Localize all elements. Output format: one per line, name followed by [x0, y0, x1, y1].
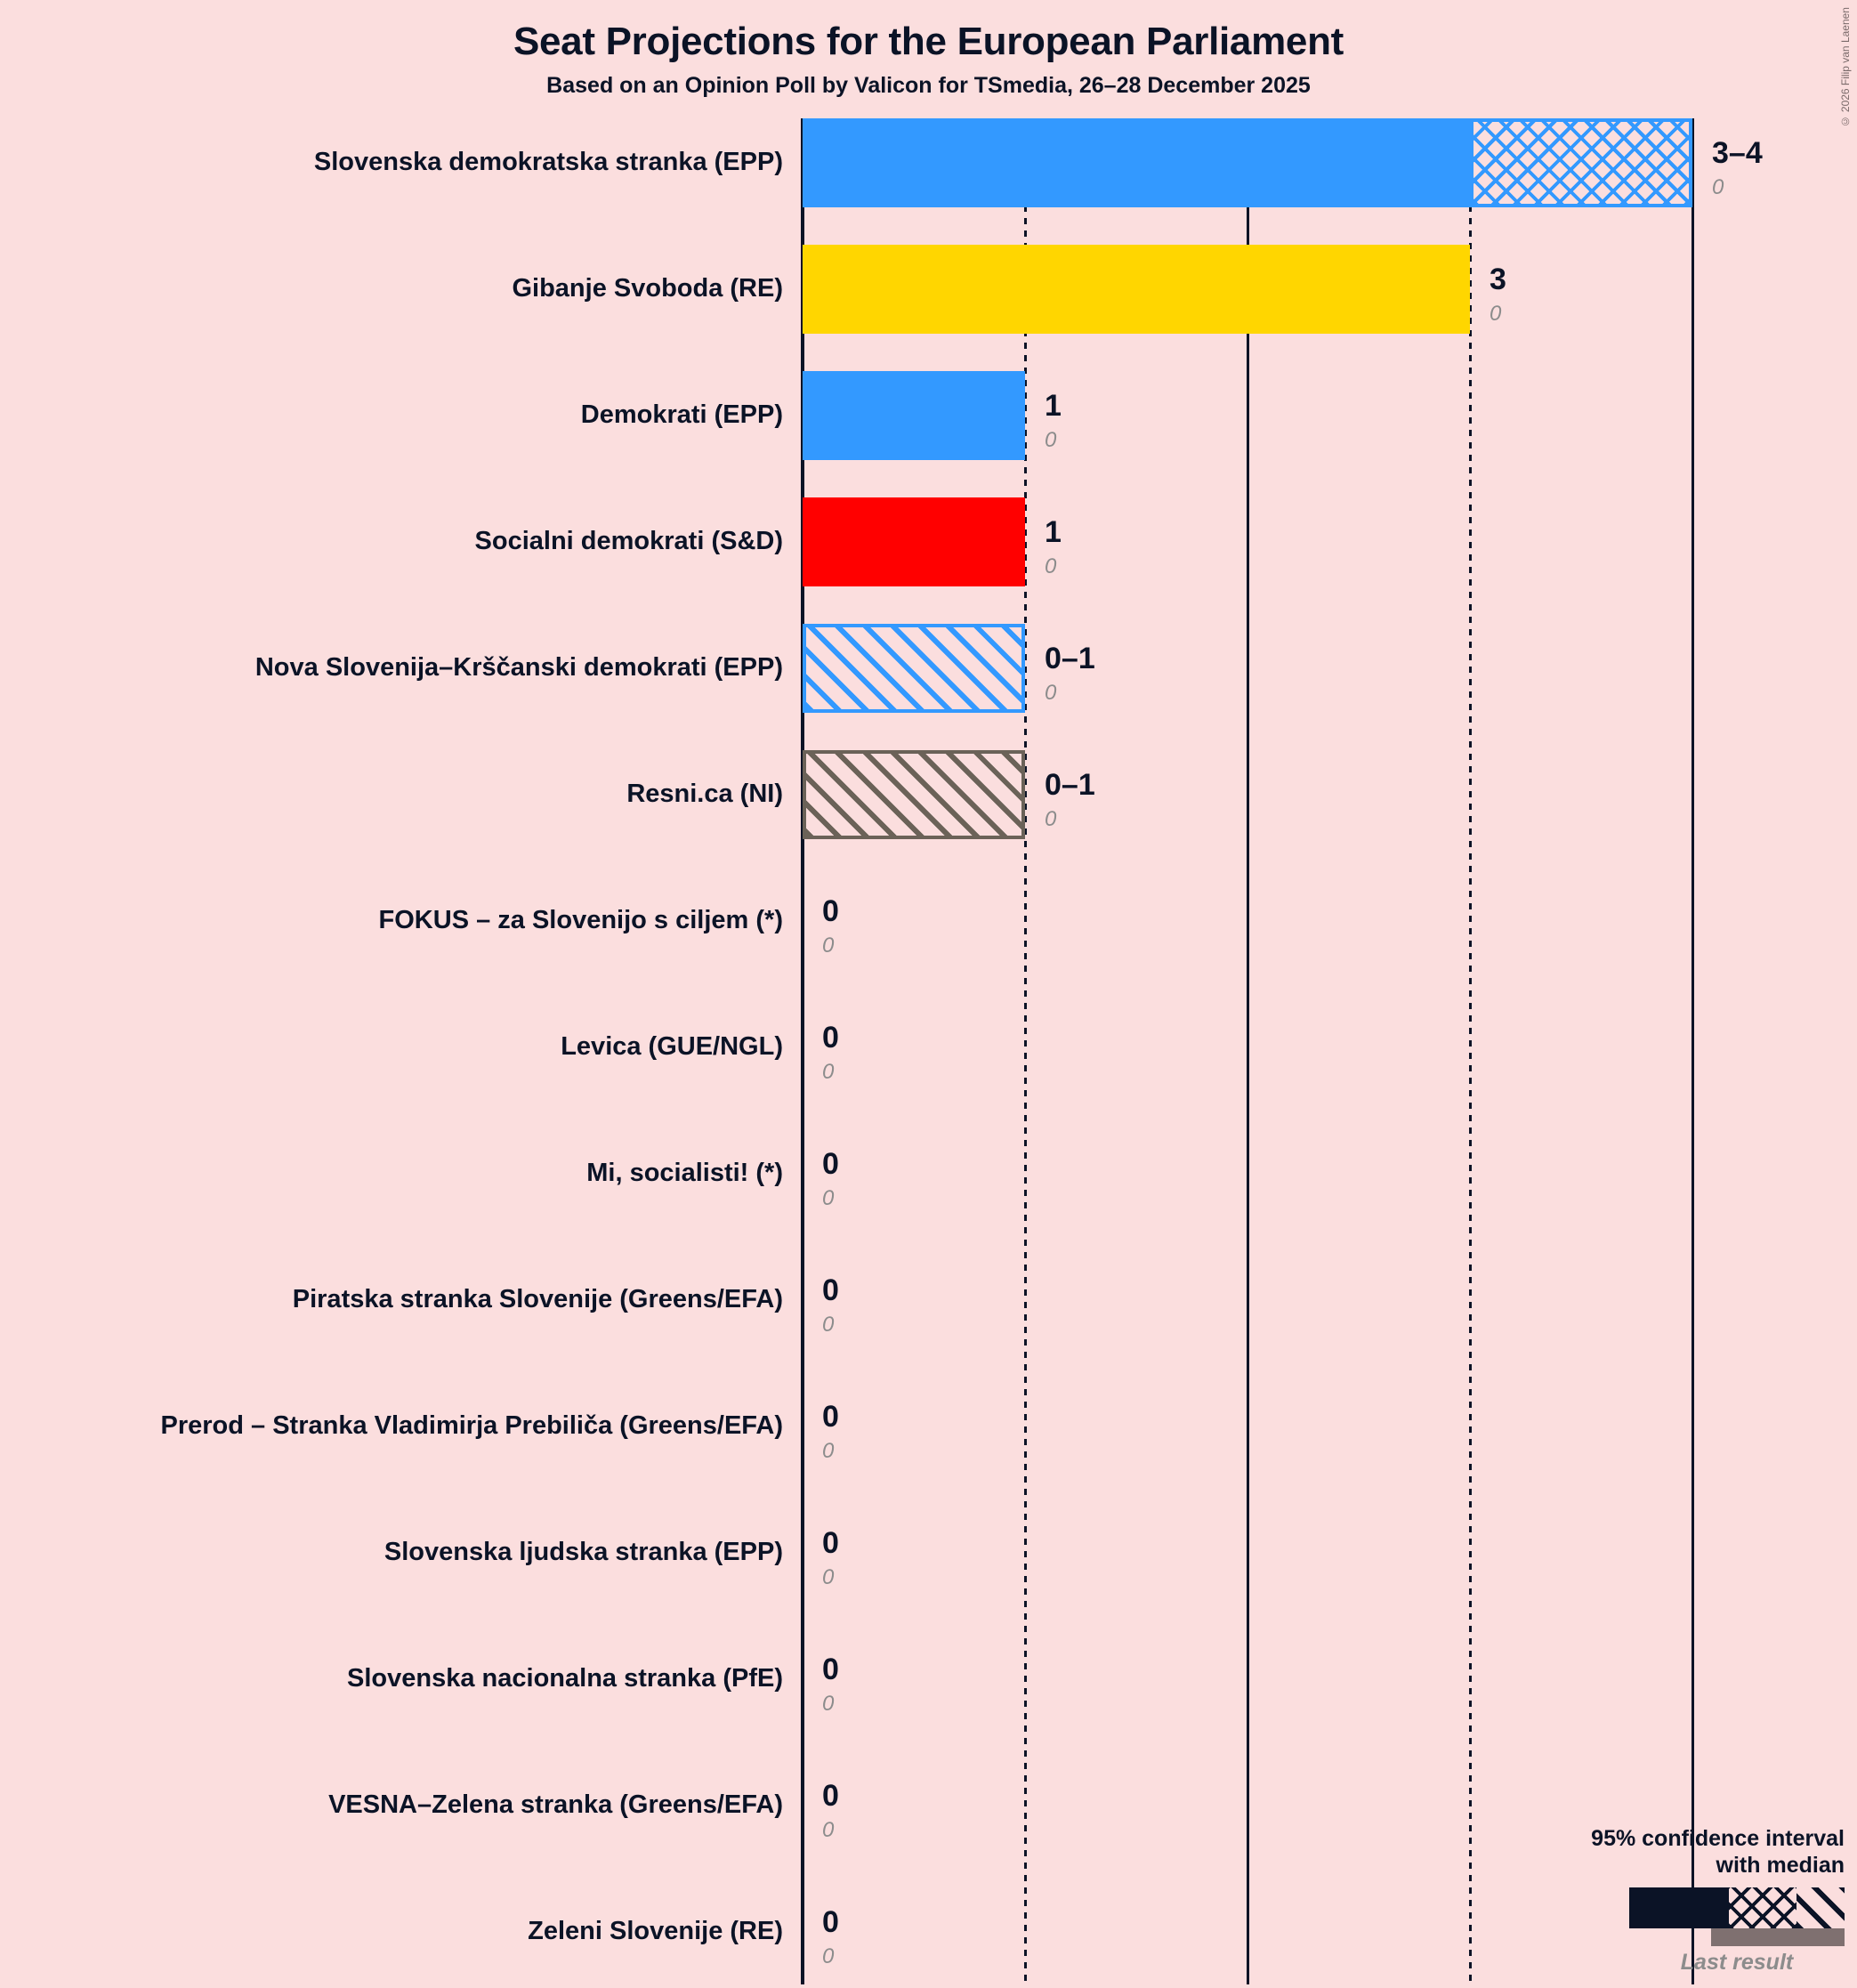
value-label: 3–4: [1712, 136, 1763, 170]
value-label: 0: [822, 894, 839, 928]
value-label: 0: [822, 1905, 839, 1939]
value-label: 0–1: [1045, 768, 1095, 802]
value-label: 0–1: [1045, 642, 1095, 675]
last-result-label: 0: [1712, 175, 1724, 199]
legend-interval-bar: [1629, 1887, 1845, 1928]
legend-line-1: 95% confidence interval: [1591, 1826, 1845, 1851]
category-label: Nova Slovenija–Krščanski demokrati (EPP): [254, 653, 783, 682]
legend: 95% confidence interval with median Last…: [1524, 1826, 1845, 1976]
category-label: Slovenska ljudska stranka (EPP): [384, 1538, 783, 1566]
gridline-3: [1469, 118, 1472, 1984]
chart-title: Seat Projections for the European Parlia…: [513, 20, 1344, 63]
legend-line-2: with median: [1716, 1852, 1845, 1878]
last-result-label: 0: [822, 933, 835, 958]
gridline-4: [1691, 118, 1694, 1984]
last-result-label: 0: [1045, 681, 1057, 705]
category-label: Levica (GUE/NGL): [561, 1032, 783, 1061]
copyright-notice: © 2026 Filip van Laenen: [1839, 7, 1852, 128]
category-label: Slovenska nacionalna stranka (PfE): [347, 1664, 783, 1693]
value-label: 1: [1045, 515, 1062, 549]
bar-row: 3–4 0: [803, 118, 1857, 207]
value-label: 0: [822, 1653, 839, 1686]
legend-last-result-label: Last result: [1680, 1950, 1794, 1975]
last-result-label: 0: [822, 1692, 835, 1716]
value-label: 3: [1490, 263, 1506, 296]
bar-row: 0–1 0: [803, 624, 1857, 713]
category-label: Resni.ca (NI): [626, 780, 783, 808]
last-result-label: 0: [822, 1944, 835, 1968]
value-label: 0: [822, 1779, 839, 1813]
gridline-1: [1024, 118, 1027, 1984]
category-label: Piratska stranka Slovenije (Greens/EFA): [292, 1285, 783, 1313]
category-label: Socialni demokrati (S&D): [474, 527, 783, 555]
last-result-label: 0: [822, 1565, 835, 1589]
category-label: Gibanje Svoboda (RE): [512, 274, 783, 303]
last-result-label: 0: [822, 1818, 835, 1842]
last-result-label: 0: [1045, 807, 1057, 831]
bar-row: 0–1 0: [803, 750, 1857, 839]
value-label: 1: [1045, 389, 1062, 423]
category-label: VESNA–Zelena stranka (Greens/EFA): [328, 1790, 783, 1819]
legend-hatch-segment: [1796, 1887, 1845, 1928]
value-label: 0: [822, 1400, 839, 1434]
y-axis-line: [801, 118, 804, 1984]
value-label: 0: [822, 1526, 839, 1560]
last-result-label: 0: [1045, 428, 1057, 452]
legend-last-result-bar: [1711, 1928, 1845, 1946]
value-label: 0: [822, 1147, 839, 1181]
category-label: Mi, socialisti! (*): [586, 1159, 783, 1187]
value-label: 0: [822, 1273, 839, 1307]
last-result-label: 0: [1490, 302, 1502, 326]
bar-median-segment: [803, 245, 1470, 334]
legend-solid-segment: [1629, 1887, 1729, 1928]
last-result-label: 0: [1045, 554, 1057, 578]
bar-median-segment: [803, 371, 1025, 460]
category-label: Zeleni Slovenije (RE): [528, 1917, 783, 1945]
last-result-label: 0: [822, 1313, 835, 1337]
legend-crosshatch-segment: [1729, 1887, 1796, 1928]
bar-upper-interval-segment: [1470, 118, 1692, 207]
category-label: FOKUS – za Slovenijo s ciljem (*): [378, 906, 783, 934]
last-result-label: 0: [822, 1439, 835, 1463]
last-result-label: 0: [822, 1060, 835, 1084]
value-label: 0: [822, 1021, 839, 1055]
category-label: Prerod – Stranka Vladimirja Prebiliča (G…: [160, 1411, 784, 1440]
category-label: Slovenska demokratska stranka (EPP): [313, 148, 783, 176]
bar-zero-median-interval: [803, 750, 1025, 839]
bar-median-segment: [803, 497, 1025, 586]
category-label: Demokrati (EPP): [580, 400, 783, 429]
last-result-label: 0: [822, 1186, 835, 1210]
plot-area: 3–4 0 3 0 1 0 1 0 0–1 0 0–1 0 0 0 0 0 0 0 0 0 0 0 0 0 0 0 0 0 0 0: [801, 118, 1763, 1984]
bar-median-segment: [803, 118, 1470, 207]
chart-subtitle: Based on an Opinion Poll by Valicon for …: [546, 73, 1311, 98]
bar-zero-median-interval: [803, 624, 1025, 713]
gridline-2: [1247, 118, 1249, 1984]
